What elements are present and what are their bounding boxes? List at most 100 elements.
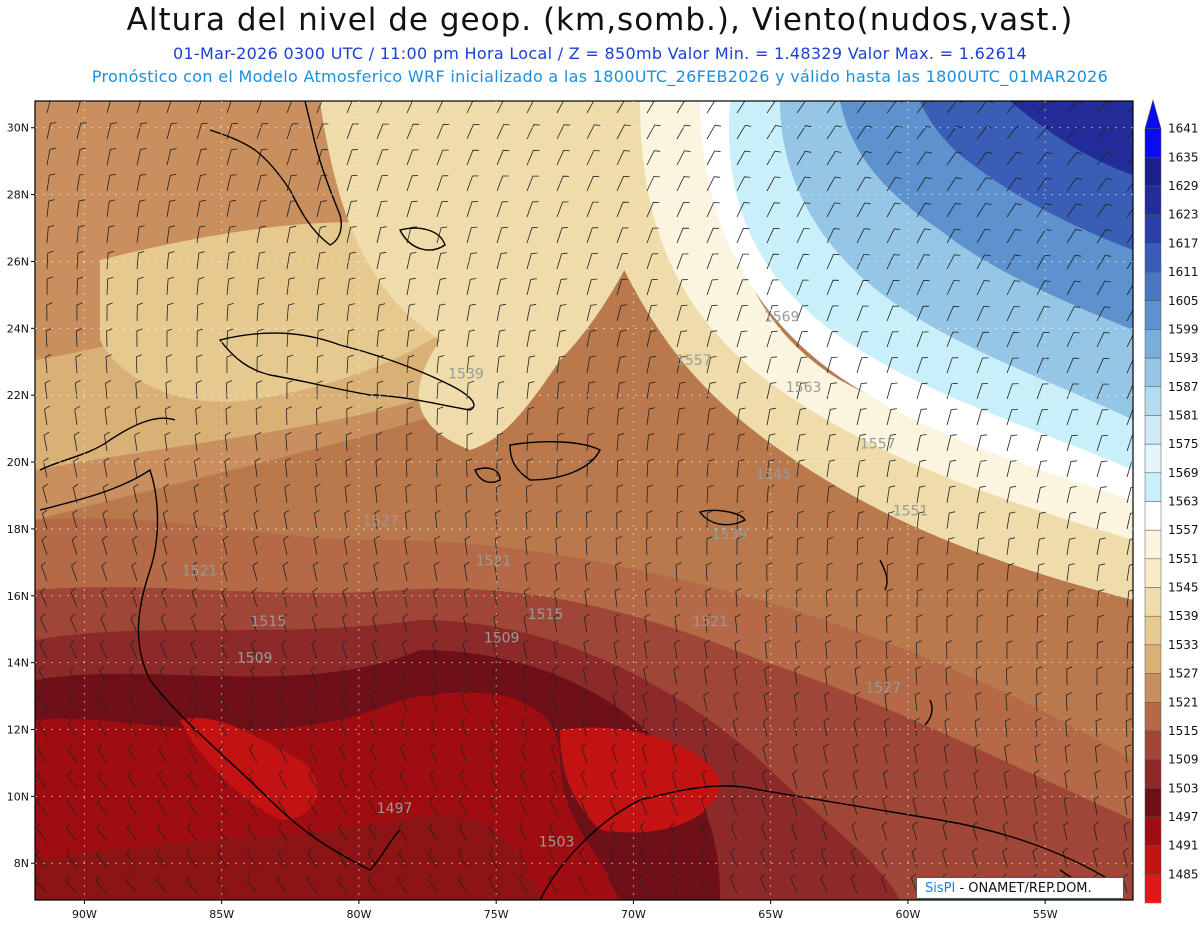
wind-barb bbox=[1126, 538, 1133, 556]
wind-barb bbox=[646, 458, 654, 478]
contour-label: 1527 bbox=[865, 681, 901, 697]
wind-barb bbox=[916, 125, 933, 140]
wind-barb bbox=[496, 226, 508, 244]
colorbar-label: 1587 bbox=[1168, 380, 1199, 394]
wind-barb bbox=[578, 874, 588, 894]
wind-barb bbox=[496, 101, 504, 114]
wind-barb bbox=[132, 509, 139, 530]
wind-barb bbox=[367, 848, 378, 868]
wind-barb bbox=[458, 848, 468, 868]
wind-barb bbox=[286, 174, 298, 192]
wind-barb bbox=[1004, 717, 1011, 738]
wind-barb bbox=[793, 691, 800, 712]
wind-barb bbox=[826, 356, 838, 374]
wind-barb bbox=[1066, 280, 1081, 296]
wind-barb bbox=[1066, 383, 1079, 400]
wind-barb bbox=[946, 382, 958, 400]
wind-barb bbox=[493, 587, 500, 608]
wind-barb bbox=[376, 200, 388, 218]
wind-barb bbox=[646, 150, 661, 166]
colorbar-label: 1593 bbox=[1168, 351, 1199, 365]
wind-barb bbox=[1006, 460, 1017, 478]
colorbar-label: 1581 bbox=[1168, 408, 1199, 422]
wind-barb bbox=[76, 173, 86, 192]
wind-barb bbox=[1036, 511, 1046, 530]
wind-barb bbox=[826, 588, 833, 608]
wind-barb bbox=[736, 150, 751, 166]
wind-barb bbox=[616, 330, 627, 348]
wind-barb bbox=[46, 173, 56, 192]
wind-barb bbox=[883, 717, 890, 738]
wind-barb bbox=[585, 510, 593, 530]
wind-barb bbox=[126, 823, 138, 842]
wind-barb bbox=[463, 561, 470, 582]
wind-barb bbox=[1126, 615, 1133, 634]
wind-barb bbox=[729, 873, 738, 894]
wind-barb bbox=[790, 873, 798, 894]
wind-barb bbox=[430, 717, 438, 738]
wind-barb bbox=[552, 665, 559, 686]
wind-barb bbox=[641, 743, 648, 764]
wind-barb bbox=[466, 175, 479, 192]
wind-barb bbox=[1066, 306, 1081, 322]
wind-barb bbox=[106, 328, 113, 348]
wind-barb bbox=[646, 253, 659, 270]
wind-barb bbox=[195, 380, 202, 400]
wind-barb bbox=[156, 822, 168, 842]
wind-barb bbox=[976, 228, 991, 244]
wind-barb bbox=[103, 457, 110, 478]
wind-barb bbox=[885, 640, 892, 660]
wind-barb bbox=[45, 328, 52, 348]
wind-barb bbox=[76, 302, 83, 322]
wind-barb bbox=[1126, 233, 1133, 244]
wind-barb bbox=[731, 769, 738, 790]
wind-barb bbox=[406, 149, 419, 166]
wind-barb bbox=[669, 847, 678, 868]
wind-barb bbox=[646, 227, 659, 244]
wind-barb bbox=[526, 381, 535, 400]
wind-barb bbox=[346, 149, 359, 166]
wind-barb bbox=[46, 101, 51, 114]
colorbar-swatch bbox=[1144, 300, 1162, 330]
wind-barb bbox=[856, 331, 869, 348]
wind-barb bbox=[1066, 537, 1076, 556]
wind-barb bbox=[72, 509, 78, 530]
wind-barb bbox=[196, 251, 205, 270]
wind-barb bbox=[71, 561, 78, 582]
wind-barb bbox=[856, 151, 872, 166]
wind-barb bbox=[489, 795, 498, 816]
wind-barb bbox=[406, 432, 413, 452]
wind-barb bbox=[429, 796, 438, 816]
wind-barb bbox=[736, 227, 750, 244]
wind-barb bbox=[45, 354, 52, 374]
wind-barb bbox=[766, 150, 781, 166]
wind-barb bbox=[643, 639, 650, 660]
wind-barb bbox=[612, 665, 619, 686]
wind-barb bbox=[466, 101, 474, 114]
colorbar-label: 1611 bbox=[1168, 265, 1199, 279]
wind-barb bbox=[526, 278, 537, 296]
wind-barb bbox=[368, 822, 378, 842]
wind-barb bbox=[283, 535, 289, 556]
wind-barb bbox=[1004, 743, 1011, 764]
wind-barb bbox=[286, 303, 295, 322]
wind-barb bbox=[1006, 280, 1021, 296]
wind-barb bbox=[766, 253, 780, 270]
wind-barb bbox=[70, 613, 78, 634]
wind-barb bbox=[436, 252, 447, 270]
wind-barb bbox=[1096, 306, 1111, 322]
wind-barb bbox=[556, 252, 568, 270]
wind-barb bbox=[376, 101, 383, 114]
wind-barb bbox=[459, 795, 468, 816]
wind-barb bbox=[766, 382, 777, 400]
wind-barb bbox=[1096, 435, 1108, 452]
wind-barb bbox=[376, 380, 384, 400]
wind-barb bbox=[136, 101, 142, 114]
wind-barb bbox=[976, 563, 985, 582]
wind-barb bbox=[553, 639, 559, 660]
wind-barb bbox=[1125, 744, 1132, 764]
wind-barb bbox=[161, 561, 168, 582]
wind-barb bbox=[796, 305, 809, 322]
wind-barb bbox=[1126, 334, 1133, 348]
colorbar-swatch bbox=[1144, 587, 1162, 617]
